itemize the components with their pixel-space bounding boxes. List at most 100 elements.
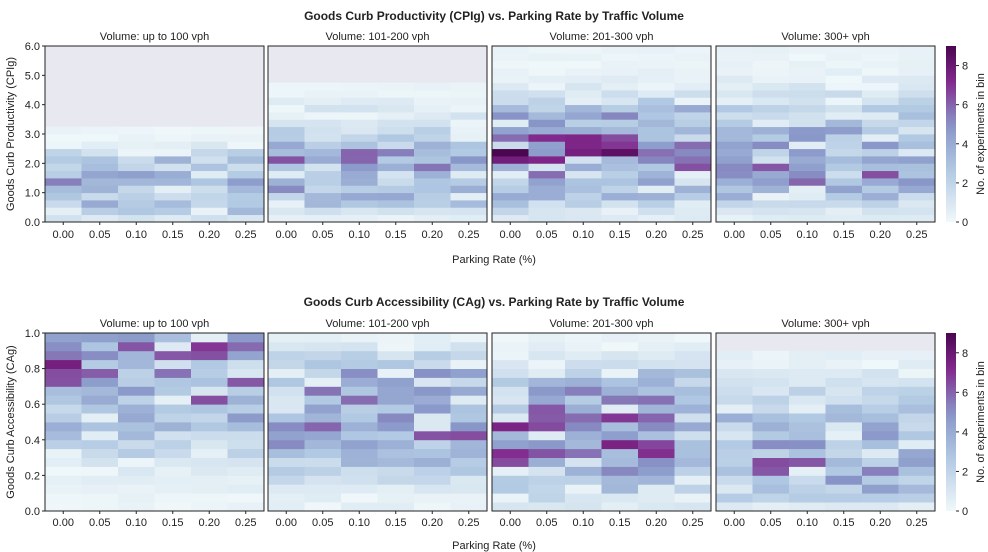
heatmap-cell [565, 178, 602, 186]
heatmap-cell [862, 141, 899, 150]
heatmap-cell [81, 156, 119, 164]
heatmap-cell [414, 90, 451, 98]
heatmap-cell [601, 141, 639, 150]
heatmap-cell [528, 126, 566, 135]
heatmap-cell [304, 178, 342, 186]
heatmap-cell [450, 200, 488, 208]
heatmap-cell [191, 207, 228, 216]
heatmap-cell [414, 350, 451, 361]
heatmap-cell [377, 192, 415, 201]
heatmap-cell [118, 141, 155, 150]
heatmap-cell [716, 200, 753, 208]
heatmap-cell [377, 422, 415, 432]
heatmap-cell [492, 430, 529, 441]
heatmap-cell [752, 53, 790, 62]
heatmap-cell [341, 475, 378, 485]
x-tick-label: 0.10 [573, 517, 594, 529]
heatmap-cell [752, 404, 790, 414]
heatmap-cell [752, 185, 790, 194]
heatmap-cell [716, 448, 753, 458]
heatmap-cell [304, 126, 342, 135]
heatmap-cell [789, 148, 826, 157]
heatmap-cell [898, 207, 936, 216]
heatmap-cell [638, 359, 675, 369]
heatmap-cell [528, 68, 566, 76]
heatmap-cell [414, 192, 451, 201]
heatmap-cell [45, 207, 82, 216]
heatmap-cell [789, 475, 826, 485]
heatmap-cell [789, 350, 826, 361]
heatmap-cell [268, 104, 305, 113]
heatmap-cell [752, 75, 790, 84]
heatmap-cell [304, 163, 342, 172]
heatmap-cell [528, 368, 566, 378]
x-tick-label: 0.25 [458, 229, 479, 241]
heatmap-cell [492, 60, 529, 69]
heatmap-cell [674, 134, 712, 142]
heatmap-cell [45, 178, 82, 186]
heatmap-cell [81, 493, 119, 503]
heatmap-cell [81, 170, 119, 179]
heatmap-cell [414, 134, 451, 142]
heatmap-cell [450, 134, 488, 142]
heatmap-cell [377, 484, 415, 494]
heatmap-cell [191, 214, 228, 223]
heatmap-cell [789, 484, 826, 494]
heatmap-cell [450, 368, 488, 378]
heatmap-cell [528, 502, 566, 512]
heatmap-cell [377, 404, 415, 414]
heatmap-cell [638, 46, 675, 54]
heatmap-cell [638, 448, 675, 458]
heatmap-cell [825, 439, 863, 450]
x-tick-label: 0.10 [573, 229, 594, 241]
heatmap-cell [565, 75, 602, 84]
heatmap-cell [601, 413, 639, 423]
heatmap-cell [565, 214, 602, 223]
heatmap-cell [268, 359, 305, 369]
colorbar-tick-label: 8 [962, 348, 968, 360]
heatmap-cell [227, 163, 265, 172]
heatmap-cell [752, 90, 790, 98]
heatmap-cell [154, 422, 192, 432]
heatmap-cell [414, 341, 451, 352]
heatmap-cell [601, 60, 639, 69]
x-tick-label: 0.10 [797, 229, 818, 241]
heatmap-cell [825, 457, 863, 467]
heatmap-cell [898, 430, 936, 441]
heatmap-cell [898, 97, 936, 106]
heatmap-cell [825, 119, 863, 128]
heatmap-cell [227, 457, 265, 467]
heatmap-cell [45, 493, 82, 503]
heatmap-cell [528, 156, 566, 164]
heatmap-cell [268, 178, 305, 186]
heatmap-cell [825, 395, 863, 405]
heatmap-cell [304, 466, 342, 476]
heatmap-cell [45, 475, 82, 485]
heatmap-cell [716, 170, 753, 179]
heatmap-cell [752, 68, 790, 76]
heatmap-cell [304, 134, 342, 142]
heatmap-cell [601, 75, 639, 84]
heatmap-cell [752, 141, 790, 150]
heatmap-cell [898, 163, 936, 172]
heatmap-cell [492, 68, 529, 76]
heatmap-cell [752, 422, 790, 432]
heatmap-cell [450, 466, 488, 476]
x-tick-label: 0.10 [349, 229, 370, 241]
heatmap-cell [81, 163, 119, 172]
heatmap-cell [191, 341, 228, 352]
heatmap-cell [492, 359, 529, 369]
heatmap-cell [154, 200, 192, 208]
heatmap-cell [752, 192, 790, 201]
heatmap-cell [377, 207, 415, 216]
heatmap-cell [81, 404, 119, 414]
heatmap-cell [377, 163, 415, 172]
heatmap-cell [492, 82, 529, 91]
heatmap-cell [304, 112, 342, 120]
heatmap-cell [492, 413, 529, 423]
x-tick-label: 0.15 [385, 517, 406, 529]
heatmap-cell [528, 104, 566, 113]
x-tick-label: 0.00 [724, 229, 745, 241]
heatmap-cell [825, 502, 863, 512]
